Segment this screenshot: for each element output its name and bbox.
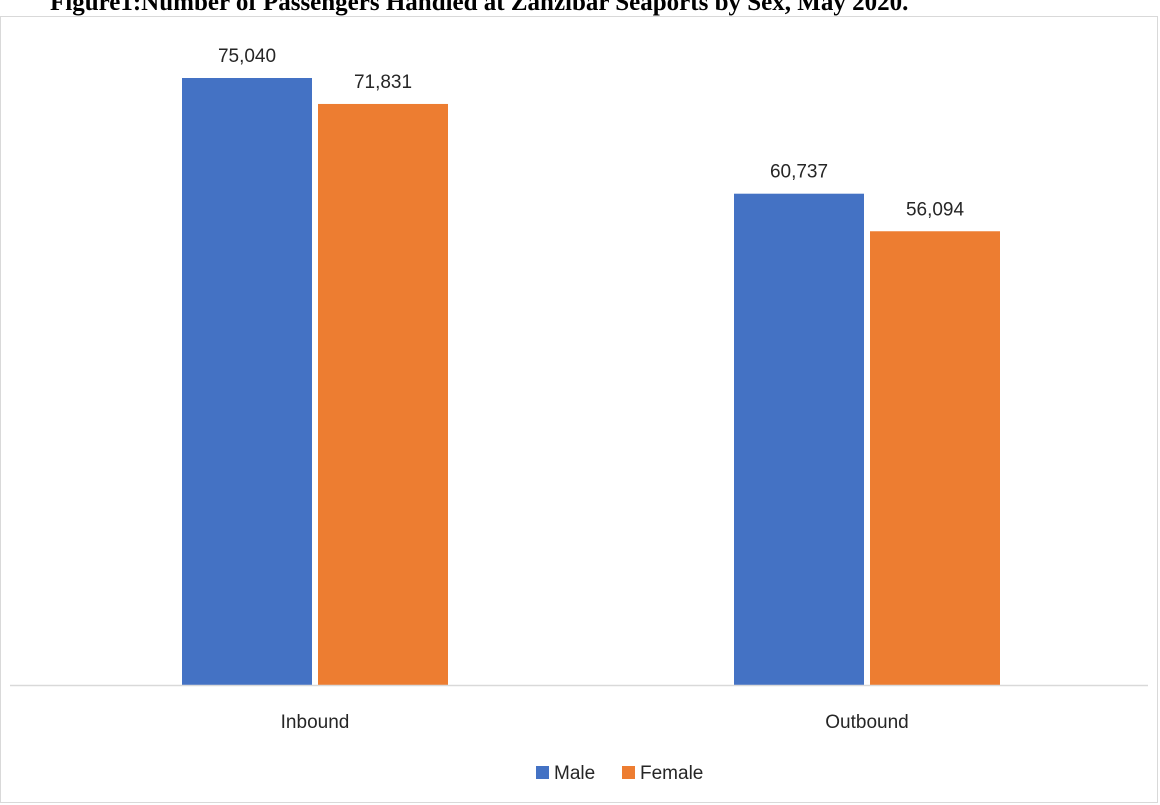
legend-swatch-male [536, 766, 549, 779]
data-label-male-outbound: 60,737 [770, 162, 828, 183]
bar-female-inbound [318, 103, 448, 686]
bar-male-outbound [734, 193, 864, 685]
chart-frame [0, 16, 1158, 803]
chart-title: Figure1:Number of Passengers Handled at … [50, 0, 909, 16]
bars-layer [182, 78, 1000, 686]
data-label-female-inbound: 71,831 [354, 72, 412, 93]
data-labels-layer: 75,040 71,831 60,737 56,094 [218, 46, 965, 220]
category-label-inbound: Inbound [281, 712, 350, 733]
category-label-outbound: Outbound [825, 712, 908, 733]
category-labels-layer: Inbound Outbound [281, 712, 909, 733]
data-label-female-outbound: 56,094 [906, 199, 965, 220]
bar-male-inbound [182, 78, 312, 685]
legend-label-female: Female [640, 763, 703, 784]
data-label-male-inbound: 75,040 [218, 46, 276, 67]
legend-label-male: Male [554, 763, 595, 784]
legend-swatch-female [622, 766, 635, 779]
legend: Male Female [536, 763, 703, 784]
bar-female-outbound [870, 231, 1000, 685]
